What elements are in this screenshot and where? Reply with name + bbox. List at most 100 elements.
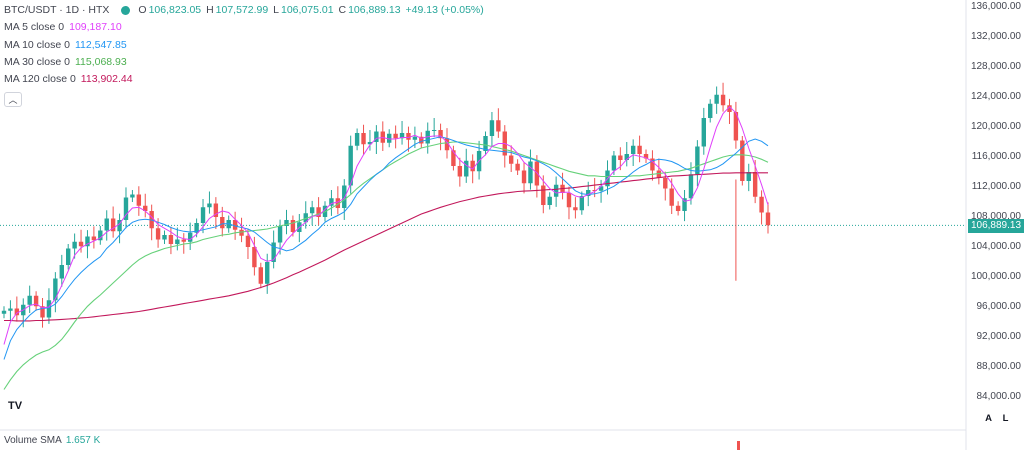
candle-body	[104, 218, 109, 231]
indicator-ma5[interactable]: MA 5 close 0 109,187.10	[4, 19, 486, 36]
candle-body	[586, 190, 591, 196]
indicator-label: MA 10 close 0	[4, 38, 70, 51]
candle-body	[431, 130, 437, 131]
candle-body	[91, 236, 97, 241]
candle-body	[547, 196, 552, 205]
symbol-title[interactable]: BTC/USDT · 1D · HTX	[4, 4, 110, 16]
candle-body	[1, 310, 7, 314]
candle-body	[78, 241, 84, 247]
candle-body	[187, 232, 193, 242]
candle-body	[688, 174, 694, 199]
candle-body	[419, 136, 424, 144]
candle-body	[566, 193, 572, 208]
candle-body	[284, 220, 289, 226]
change-value: +49.13 (+0.05%)	[405, 4, 484, 16]
price-tick-label: 88,000.00	[976, 361, 1022, 372]
candle-body	[765, 212, 771, 226]
candle-body	[232, 220, 238, 230]
high-label: H	[206, 4, 214, 16]
candle-body	[682, 198, 687, 211]
candle-body	[733, 112, 739, 141]
price-tick-label: 92,000.00	[976, 331, 1022, 342]
auto-scale-button[interactable]: A	[982, 412, 995, 425]
moving-average-line-ma5	[3, 106, 769, 345]
moving-average-line-ma30	[3, 141, 769, 390]
price-tick-label: 108,000.00	[970, 211, 1021, 222]
open-value: 106,823.05	[148, 4, 202, 16]
candle-body	[309, 207, 315, 214]
candle-body	[508, 155, 514, 164]
candle-body	[53, 278, 58, 301]
indicator-value: 112,547.85	[74, 38, 127, 51]
candle-body	[361, 133, 366, 145]
candle-body	[708, 103, 713, 118]
candle-body	[483, 136, 488, 151]
indicator-value: 113,902.44	[80, 73, 133, 86]
price-tick-label: 112,000.00	[971, 181, 1021, 192]
candle-body	[727, 105, 732, 112]
candle-body	[277, 226, 283, 243]
symbol-header: BTC/USDT · 1D · HTX O 106,823.05 H 107,572…	[4, 2, 486, 19]
candle-body	[573, 207, 578, 211]
candle-body	[740, 140, 745, 181]
candle-body	[40, 306, 45, 318]
candle-body	[162, 235, 167, 240]
tradingview-logo[interactable]: TV	[8, 400, 23, 412]
indicator-label: MA 120 close 0	[4, 73, 76, 86]
candle-body	[136, 194, 142, 206]
indicator-ma30[interactable]: MA 30 close 0 115,068.93	[4, 54, 486, 71]
candle-body	[528, 161, 533, 184]
candle-body	[438, 130, 443, 139]
candle-body	[8, 308, 13, 311]
price-tick-label: 128,000.00	[970, 61, 1021, 72]
moving-average-line-ma120	[4, 172, 768, 322]
candle-body	[110, 218, 116, 232]
candle-body	[611, 155, 617, 171]
candle-body	[399, 133, 405, 139]
candle-body	[746, 172, 751, 181]
candle-body	[650, 158, 655, 171]
close-value: 106,889.13	[348, 4, 401, 16]
price-tick-label: 96,000.00	[976, 301, 1022, 312]
low-label: L	[273, 4, 279, 16]
candle-body	[592, 190, 597, 191]
candle-body	[541, 185, 546, 205]
candle-body	[374, 131, 379, 142]
candle-body	[168, 235, 174, 244]
volume-bar	[737, 441, 740, 450]
candle-body	[695, 146, 700, 175]
candle-body	[59, 265, 64, 279]
candle-body	[181, 239, 186, 242]
log-scale-button[interactable]: L	[999, 412, 1012, 425]
collapse-legend-button[interactable]: ︿	[4, 92, 22, 107]
candle-body	[412, 136, 418, 140]
candle-body	[316, 207, 321, 217]
candle-body	[752, 172, 758, 197]
candle-body	[85, 236, 90, 247]
volume-indicator[interactable]: Volume SMA 1.657 K	[4, 435, 100, 446]
moving-average-line-ma10	[3, 136, 769, 360]
candle-body	[720, 94, 726, 106]
price-tick-label: 116,000.00	[971, 151, 1021, 162]
candle-body	[155, 228, 161, 240]
candle-body	[66, 248, 71, 265]
candle-body	[335, 198, 341, 208]
indicator-ma120[interactable]: MA 120 close 0 113,902.44	[4, 71, 486, 88]
ohlc-values: O 106,823.05 H 107,572.99 L 106,075.01 C 106…	[138, 2, 485, 19]
candle-body	[348, 145, 353, 186]
price-tick-label: 104,000.00	[970, 241, 1021, 252]
price-tick-label: 132,000.00	[970, 31, 1021, 42]
candle-body	[470, 160, 475, 172]
candle-body	[14, 308, 20, 316]
candle-body	[393, 133, 398, 139]
low-value: 106,075.01	[280, 4, 334, 16]
candle-body	[130, 194, 135, 198]
candle-body	[72, 241, 77, 249]
indicator-ma10[interactable]: MA 10 close 0 112,547.85	[4, 37, 486, 54]
candle-body	[714, 94, 719, 104]
candle-body	[213, 203, 219, 217]
candle-body	[598, 186, 604, 191]
candle-body	[194, 223, 199, 233]
